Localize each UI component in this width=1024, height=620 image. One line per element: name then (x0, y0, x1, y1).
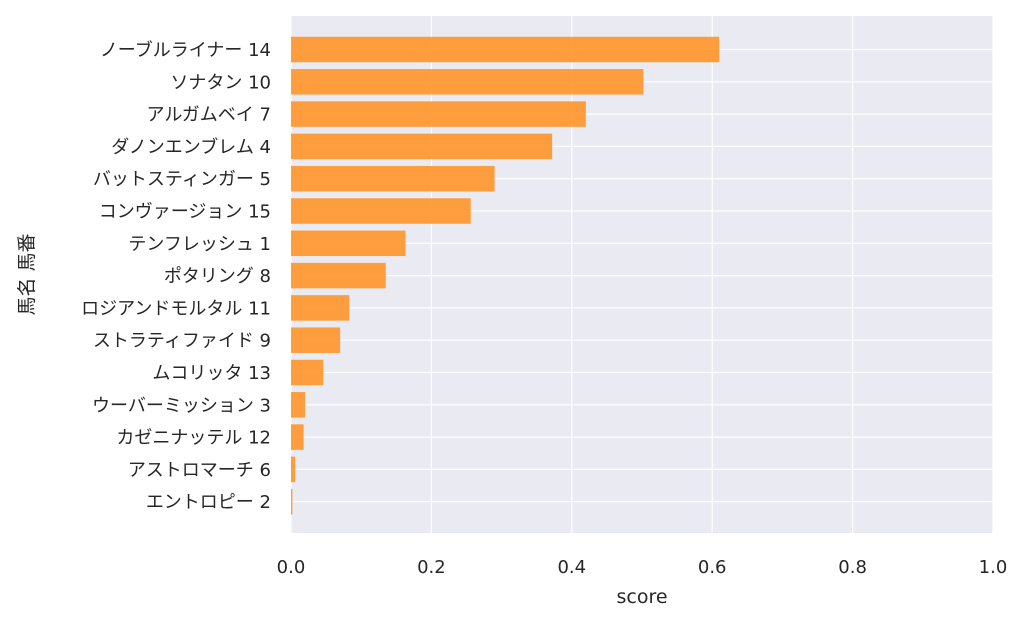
x-tick-labels: 0.0 0.2 0.4 0.6 0.8 1.0 (277, 557, 1008, 578)
bar (291, 36, 720, 63)
y-tick-label: ロジアンドモルタル 11 (81, 298, 271, 319)
y-tick-label: エントロピー 2 (146, 492, 271, 513)
bar (291, 165, 495, 192)
y-tick-label: アストロマーチ 6 (128, 460, 271, 481)
x-axis-label: score (616, 586, 667, 608)
bar (291, 424, 304, 450)
bar (291, 198, 471, 224)
y-tick-label: ムコリッタ 13 (152, 363, 271, 384)
bar (291, 69, 644, 95)
y-axis-label: 馬名 馬番 (16, 233, 38, 315)
y-tick-label: バットスティンガー 5 (93, 169, 271, 190)
bars (291, 36, 720, 515)
bar (291, 327, 341, 353)
x-tick-label: 1.0 (979, 557, 1008, 578)
y-tick-label: ノーブルライナー 14 (100, 39, 271, 61)
y-tick-label: コンヴァージョン 15 (99, 202, 271, 223)
y-tick-label: ポタリング 8 (164, 266, 271, 287)
bar (291, 295, 350, 321)
bar (291, 133, 553, 160)
y-tick-label: アルガムベイ 7 (147, 105, 271, 126)
x-tick-label: 0.2 (417, 557, 446, 578)
y-tick-label: ストラティファイド 9 (93, 331, 271, 352)
y-tick-label: ダノンエンブレム 4 (111, 136, 271, 158)
bar (291, 262, 386, 289)
bar (291, 359, 324, 386)
bar (291, 456, 296, 483)
bar (291, 230, 406, 257)
y-tick-labels: ノーブルライナー 14 ソナタン 10 アルガムベイ 7 ダノンエンブレム 4 バットス… (81, 39, 271, 513)
x-tick-label: 0.8 (838, 557, 867, 578)
bar (291, 488, 293, 515)
bar (291, 392, 306, 418)
bar (291, 101, 586, 127)
x-tick-label: 0.4 (557, 557, 586, 578)
x-tick-label: 0.0 (277, 557, 306, 578)
y-tick-label: テンフレッシュ 1 (128, 234, 271, 255)
y-tick-label: ウーバーミッション 3 (92, 395, 271, 416)
x-tick-label: 0.6 (698, 557, 727, 578)
y-tick-label: ソナタン 10 (170, 72, 271, 93)
y-tick-label: カゼニナッテル 12 (116, 428, 271, 449)
